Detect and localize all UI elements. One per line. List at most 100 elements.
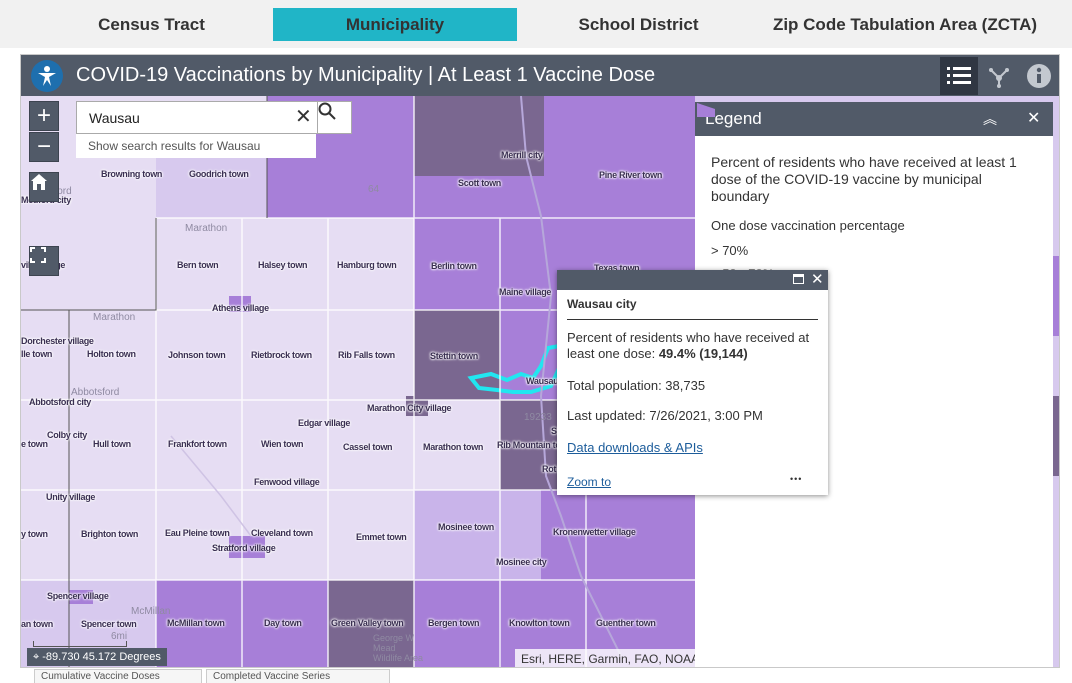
fullscreen-button[interactable] [29,246,59,276]
map-label-partial: S [551,426,557,436]
popup-title: Wausau city [567,297,637,311]
map-label: Bern town [177,260,219,270]
tab-census-tract[interactable]: Census Tract [98,14,205,34]
map-label: Cassel town [343,442,393,452]
map-label: Knowlton town [509,618,570,628]
map-label: Wausau city [526,376,575,386]
day-town-area [242,580,328,667]
zoom-out-button[interactable]: − [29,132,59,162]
map-label-partial: lle town [21,349,53,359]
map-label: Rib Falls town [338,350,395,360]
map-label: Cleveland town [251,528,313,538]
coordinate-widget[interactable]: ⌖ -89.730 45.172 Degrees [27,648,167,666]
stettin-town-area [414,310,500,400]
map-label: Abbotsford city [29,397,91,407]
map-label: Mosinee city [496,557,547,567]
search-suggestion[interactable]: Show search results for Wausau [76,134,316,158]
map-label-partial: Rot [542,464,557,474]
search-input[interactable] [77,102,317,133]
legend-header: Legend ︽ ✕ [695,102,1053,136]
map-label: Wien town [261,439,304,449]
popup-field-value: 49.4% (19,144) [658,346,748,361]
map-label: Browning town [101,169,163,179]
legend-item: > 70% [697,103,1037,259]
dock-icon[interactable] [793,274,804,284]
map-label: Rib Mountain town [497,440,573,450]
map-label: Marathon town [423,442,484,452]
coordinate-readout: -89.730 45.172 Degrees [42,651,161,663]
search-button[interactable] [317,102,352,133]
map-label: Goodrich town [189,169,249,179]
basemap-label: George W Mead Wildlife Area [373,633,424,663]
rib-mountain-area [500,400,560,490]
basemap-label: Marathon [185,223,228,234]
map-label: Mosinee town [438,522,494,532]
map-label: Halsey town [258,260,308,270]
popup-field-label: Percent of residents who have received a… [567,330,810,361]
map-label: Berlin town [431,261,477,271]
map-label: Rietbrock town [251,350,312,360]
map-label: Holton town [87,349,136,359]
berlin-town-area [414,218,500,310]
tab-zcta[interactable]: Zip Code Tabulation Area (ZCTA) [772,14,1038,34]
green-valley-area [328,580,414,667]
map-label: Spencer village [47,591,109,601]
mosinee-area [414,490,541,580]
map-label: Edgar village [298,418,351,428]
map-label: Green Valley town [331,618,404,628]
clear-search-icon[interactable]: ✕ [295,106,312,128]
zoom-in-button[interactable]: + [29,101,59,131]
layer-tabs: Census Tract Municipality School Distric… [0,0,1072,48]
tab-municipality[interactable]: Municipality [273,8,517,41]
popup-updated: Last updated: 7/26/2021, 3:00 PM [567,408,763,423]
map-label: Fenwood village [254,477,320,487]
basemap-label: Abbotsford [71,387,120,398]
map-label: Hamburg town [337,260,397,270]
collapse-icon[interactable]: ︽ [983,111,997,127]
home-button[interactable] [29,172,59,202]
map-label: Bergen town [428,618,480,628]
zoom-to-link[interactable]: Zoom to [567,475,612,489]
data-downloads-link[interactable]: Data downloads & APIs [567,440,703,455]
legend-item-label: > 70% [711,243,749,258]
popup-percent: Percent of residents who have received a… [557,320,828,362]
athens-village [229,296,251,312]
popup-footer: Zoom to [567,475,611,489]
map-label: Colby city [47,430,88,440]
map-label: Stratford village [212,543,276,553]
basemap-label: Marathon [93,312,136,323]
share-icon [989,68,1009,88]
legend-description: Percent of residents who have received a… [711,154,1017,204]
legend-swatch [697,103,715,117]
share-button[interactable] [980,57,1018,95]
map-view[interactable]: Merrill city Scott town Pine River town … [21,96,1059,667]
pine-river-area [600,96,695,218]
basemap-label: 19233 [524,412,552,423]
legend-panel: Legend ︽ ✕ Percent of residents who have… [695,102,1053,667]
map-label: Texas town [594,263,640,273]
map-label: Johnson town [168,350,226,360]
fullscreen-icon [30,247,46,263]
tab-completed-series[interactable]: Completed Vaccine Series [206,669,390,683]
app-header: COVID-19 Vaccinations by Municipality | … [21,55,1059,96]
info-button[interactable] [1020,57,1058,95]
more-options-icon[interactable]: ••• [790,474,803,484]
legend-toggle-button[interactable] [940,57,978,95]
map-label: Dorchester village [21,336,94,346]
map-label: Kronenwetter village [553,527,636,537]
tab-cumulative-doses[interactable]: Cumulative Vaccine Doses [34,669,202,683]
basemap-label: McMillan [131,606,171,617]
map-label: Brighton town [81,529,139,539]
popup-link-row: Data downloads & APIs [557,424,828,456]
map-label: McMillan town [167,618,225,628]
close-legend-icon[interactable]: ✕ [1027,110,1041,127]
close-popup-icon[interactable]: ✕ [811,271,824,288]
map-label-partial: an town [21,619,53,629]
dhs-logo-icon [31,60,63,92]
map-label: Emmet town [356,532,407,542]
popup-divider [567,319,818,320]
map-label-partial: y town [21,529,48,539]
map-label: Marathon City village [367,403,452,413]
tab-school-district[interactable]: School District [578,14,699,34]
mcmillan-area [156,580,242,667]
